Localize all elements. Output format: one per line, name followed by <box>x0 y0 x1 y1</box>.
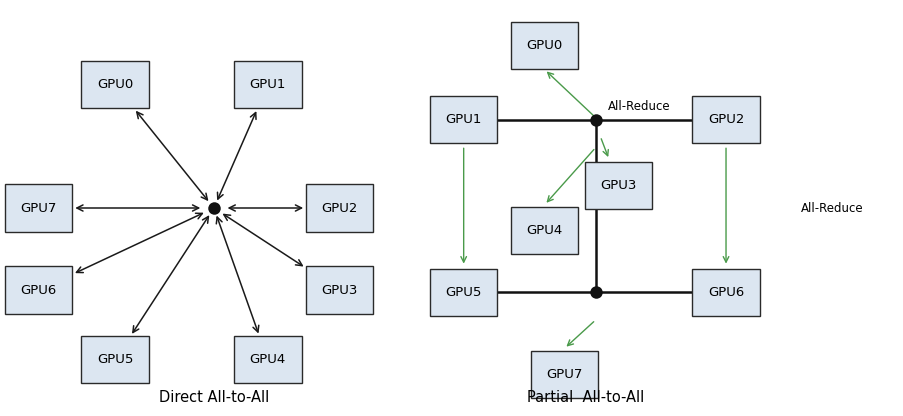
Text: GPU1: GPU1 <box>445 113 481 126</box>
Text: GPU0: GPU0 <box>97 78 133 92</box>
FancyBboxPatch shape <box>5 184 72 232</box>
FancyBboxPatch shape <box>530 351 598 398</box>
FancyBboxPatch shape <box>234 61 302 109</box>
FancyBboxPatch shape <box>692 269 759 316</box>
Text: All-Reduce: All-Reduce <box>800 201 862 215</box>
Text: GPU3: GPU3 <box>321 284 358 297</box>
FancyBboxPatch shape <box>305 184 373 232</box>
Text: GPU7: GPU7 <box>21 201 57 215</box>
FancyBboxPatch shape <box>584 162 651 209</box>
FancyBboxPatch shape <box>692 96 759 144</box>
Text: GPU6: GPU6 <box>707 286 743 299</box>
Text: GPU3: GPU3 <box>600 179 636 192</box>
Text: GPU4: GPU4 <box>526 224 562 237</box>
Text: GPU2: GPU2 <box>321 201 358 215</box>
Text: GPU2: GPU2 <box>707 113 743 126</box>
Text: GPU4: GPU4 <box>249 353 285 366</box>
FancyBboxPatch shape <box>510 22 578 69</box>
Text: GPU7: GPU7 <box>545 368 582 381</box>
Text: GPU6: GPU6 <box>21 284 57 297</box>
Text: GPU5: GPU5 <box>97 353 133 366</box>
Text: All-Reduce: All-Reduce <box>607 100 669 113</box>
FancyBboxPatch shape <box>5 267 72 314</box>
Text: GPU0: GPU0 <box>526 40 562 52</box>
FancyBboxPatch shape <box>430 269 497 316</box>
Text: Partial  All-to-All: Partial All-to-All <box>526 390 644 405</box>
FancyBboxPatch shape <box>305 267 373 314</box>
FancyBboxPatch shape <box>430 96 497 144</box>
Text: GPU5: GPU5 <box>445 286 481 299</box>
FancyBboxPatch shape <box>81 61 149 109</box>
FancyBboxPatch shape <box>510 207 578 254</box>
Text: Direct All-to-All: Direct All-to-All <box>159 390 269 405</box>
Text: GPU1: GPU1 <box>249 78 285 92</box>
FancyBboxPatch shape <box>81 336 149 384</box>
FancyBboxPatch shape <box>234 336 302 384</box>
